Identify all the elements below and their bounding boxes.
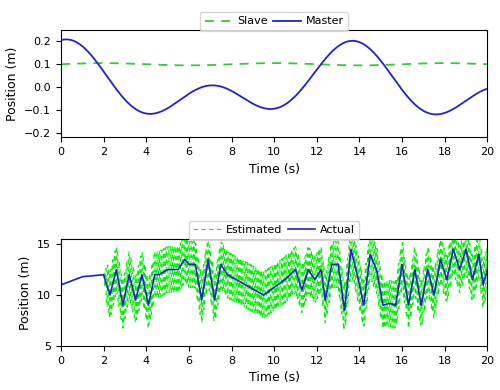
- Estimated: [237, 256, 243, 261]
- Estimated: [450, 270, 456, 275]
- Estimated: [484, 290, 490, 295]
- Actual: [450, 247, 456, 252]
- Slave: [368, 63, 374, 67]
- Slave: [240, 61, 246, 66]
- X-axis label: Time (s): Time (s): [248, 371, 300, 385]
- Actual: [237, 279, 243, 284]
- Master: [58, 38, 64, 43]
- Actual: [368, 254, 374, 258]
- X-axis label: Time (s): Time (s): [248, 163, 300, 176]
- Actual: [260, 293, 266, 298]
- Legend: Estimated, Actual: Estimated, Actual: [189, 221, 360, 240]
- Slave: [472, 61, 478, 66]
- Y-axis label: Position (m): Position (m): [18, 255, 32, 330]
- Master: [472, 93, 478, 98]
- Actual: [342, 308, 347, 312]
- Estimated: [58, 282, 64, 287]
- Slave: [484, 62, 490, 67]
- Master: [484, 86, 490, 91]
- Master: [433, 112, 439, 117]
- Y-axis label: Position (m): Position (m): [6, 46, 18, 121]
- Estimated: [240, 304, 246, 309]
- Line: Estimated: Estimated: [61, 226, 488, 330]
- Master: [260, 106, 266, 110]
- Estimated: [260, 270, 266, 275]
- Slave: [100, 61, 106, 66]
- Actual: [58, 282, 64, 287]
- Line: Master: Master: [61, 39, 488, 114]
- Master: [450, 107, 456, 112]
- Slave: [186, 63, 192, 68]
- Actual: [240, 281, 246, 286]
- Actual: [472, 269, 478, 274]
- Line: Slave: Slave: [61, 63, 488, 66]
- Master: [368, 48, 374, 52]
- Actual: [463, 247, 469, 252]
- Estimated: [341, 328, 347, 332]
- Slave: [261, 61, 267, 66]
- Estimated: [463, 224, 469, 229]
- Line: Actual: Actual: [61, 249, 488, 310]
- Master: [64, 37, 70, 42]
- Estimated: [368, 230, 374, 235]
- Master: [240, 96, 246, 101]
- Slave: [238, 62, 244, 66]
- Master: [237, 94, 243, 98]
- Legend: Slave, Master: Slave, Master: [200, 12, 348, 31]
- Slave: [450, 61, 456, 66]
- Estimated: [472, 246, 478, 251]
- Slave: [58, 62, 64, 67]
- Actual: [484, 267, 490, 272]
